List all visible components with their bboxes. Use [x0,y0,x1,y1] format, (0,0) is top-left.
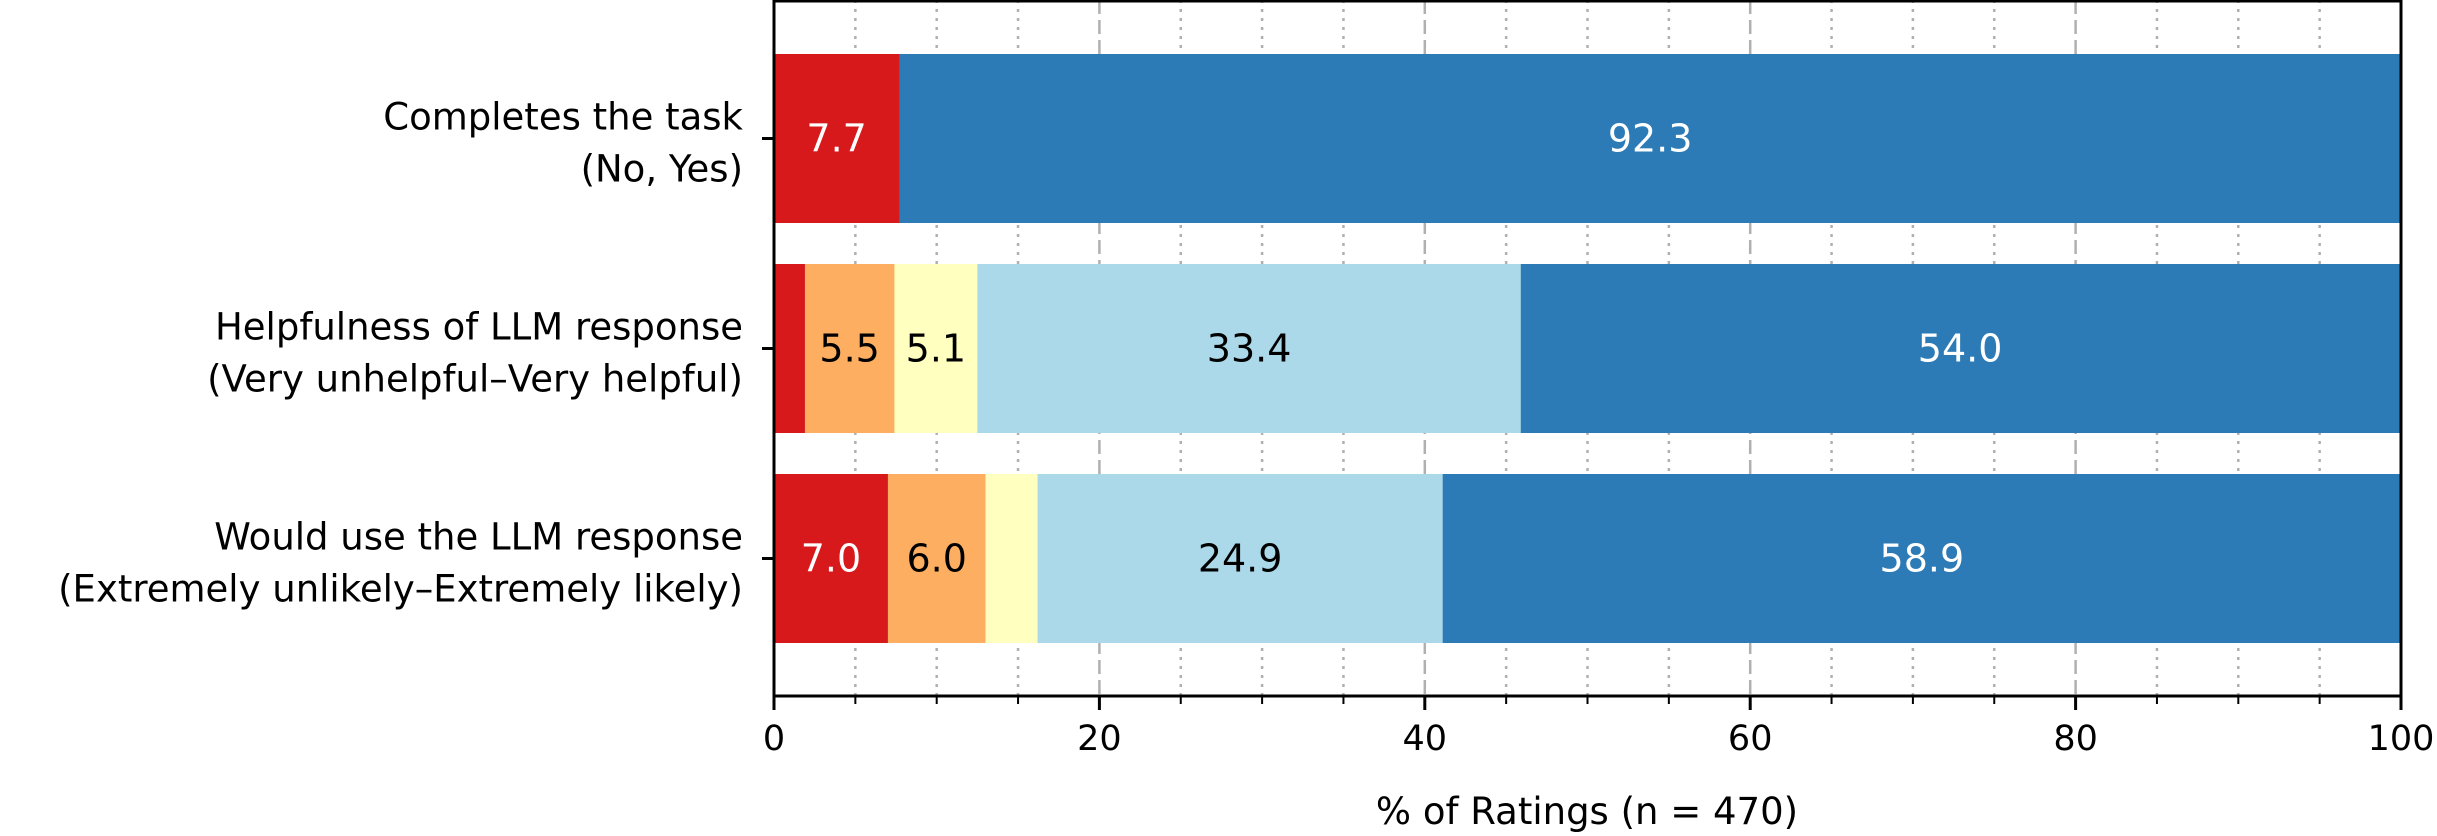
data-label: 7.7 [806,117,866,161]
data-label: 5.1 [906,327,966,371]
x-tick-label: 40 [1403,719,1448,759]
x-tick-label: 0 [763,719,785,759]
category-label: Completes the task [383,96,743,139]
x-tick-label: 20 [1077,719,1122,759]
bar-segment [804,264,895,433]
data-label: 5.5 [819,327,879,371]
bar-segment [1520,264,2400,433]
category-sublabel: (Extremely unlikely–Extremely likely) [58,568,743,611]
x-tick-label: 60 [1728,719,1773,759]
bar-segment [1037,474,1444,643]
data-label: 6.0 [906,537,966,581]
axes: Completes the task (No, Yes) Helpfulness o… [58,0,2434,759]
bar-segment [985,474,1039,643]
bar-segment [774,264,806,433]
data-label: 7.0 [801,537,861,581]
data-label: 33.4 [1207,327,1292,371]
data-label: 54.0 [1918,327,2003,371]
data-label: 24.9 [1198,537,1283,581]
bar-segment [887,474,987,643]
data-label: 92.3 [1608,117,1693,161]
bar-segment [774,474,889,643]
category-label: Would use the LLM response [214,516,743,559]
bar-segment [899,54,2402,223]
data-label: 58.9 [1880,537,1965,581]
category-sublabel: (No, Yes) [581,148,743,191]
x-tick-label: 80 [2053,719,2098,759]
x-axis-label: % of Ratings (n = 470) [1376,790,1798,833]
bars: 7.7 92.3 5.5 5.1 33.4 54.0 7.0 6.0 24.9 58.9 [774,54,2402,643]
bar-segment [977,264,1522,433]
bar-segment [1442,474,2402,643]
bar-segment [774,54,900,223]
category-sublabel: (Very unhelpful–Very helpful) [207,358,743,401]
bar-segment [894,264,978,433]
category-label: Helpfulness of LLM response [215,306,743,349]
x-tick-label: 100 [2368,719,2435,759]
